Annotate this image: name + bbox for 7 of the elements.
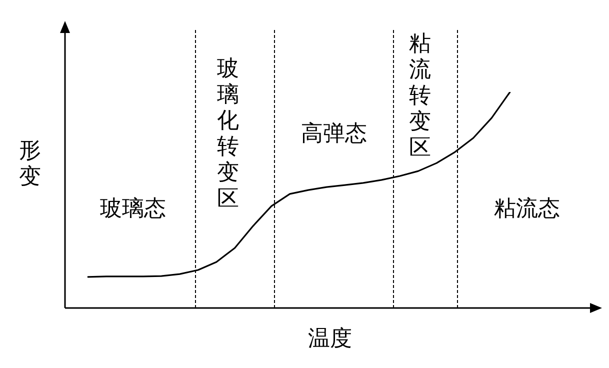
annotation: 粘流转变区 [409, 32, 431, 161]
y-axis-title: 形变 [19, 138, 41, 190]
annotation: 粘流态 [494, 196, 560, 222]
annotation: 高弹态 [301, 122, 367, 147]
annotation: 玻璃态 [100, 196, 166, 222]
annotation: 玻璃化转变区 [217, 56, 239, 212]
x-axis-title: 温度 [308, 326, 352, 352]
